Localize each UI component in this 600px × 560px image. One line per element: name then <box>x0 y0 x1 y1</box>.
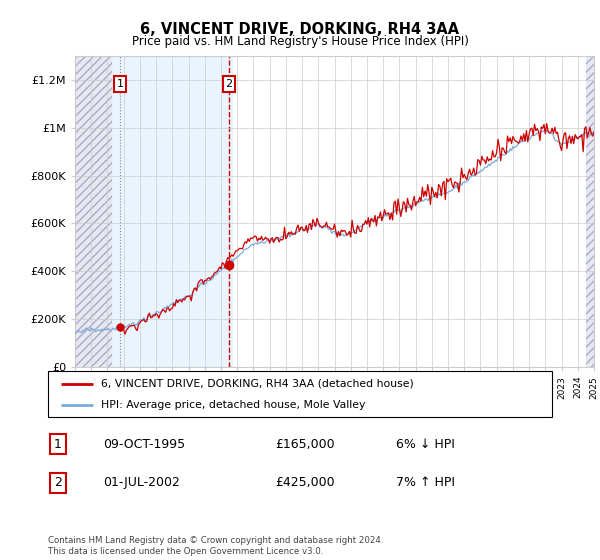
Bar <box>75 56 112 367</box>
Text: 7% ↑ HPI: 7% ↑ HPI <box>396 477 455 489</box>
Text: 09-OCT-1995: 09-OCT-1995 <box>103 437 185 451</box>
Text: 1: 1 <box>116 79 124 89</box>
Text: 2: 2 <box>226 79 233 89</box>
Text: £425,000: £425,000 <box>275 477 334 489</box>
Text: Contains HM Land Registry data © Crown copyright and database right 2024.
This d: Contains HM Land Registry data © Crown c… <box>48 536 383 556</box>
Text: £165,000: £165,000 <box>275 437 334 451</box>
Text: 6, VINCENT DRIVE, DORKING, RH4 3AA (detached house): 6, VINCENT DRIVE, DORKING, RH4 3AA (deta… <box>101 379 413 389</box>
Text: 6% ↓ HPI: 6% ↓ HPI <box>396 437 455 451</box>
Text: 6, VINCENT DRIVE, DORKING, RH4 3AA: 6, VINCENT DRIVE, DORKING, RH4 3AA <box>140 22 460 38</box>
FancyBboxPatch shape <box>48 371 552 417</box>
Text: 01-JUL-2002: 01-JUL-2002 <box>103 477 181 489</box>
Bar <box>586 56 600 367</box>
Text: Price paid vs. HM Land Registry's House Price Index (HPI): Price paid vs. HM Land Registry's House … <box>131 35 469 48</box>
Text: 1: 1 <box>54 437 62 451</box>
Text: HPI: Average price, detached house, Mole Valley: HPI: Average price, detached house, Mole… <box>101 400 365 410</box>
Text: 2: 2 <box>54 477 62 489</box>
Bar <box>112 56 232 367</box>
